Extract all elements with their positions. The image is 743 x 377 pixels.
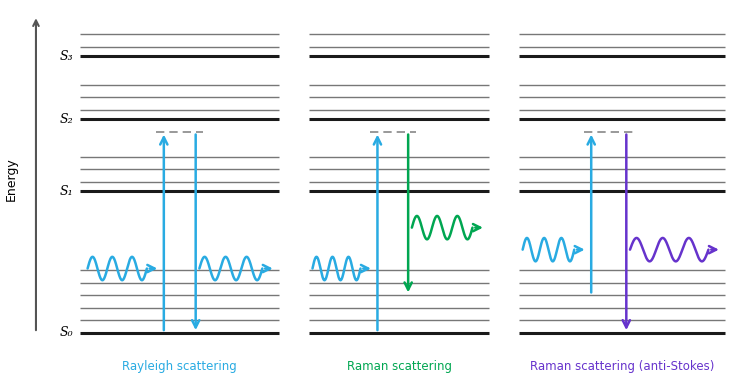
Text: Rayleigh scattering: Rayleigh scattering — [123, 360, 237, 372]
Text: S₂: S₂ — [59, 113, 73, 126]
Text: S₁: S₁ — [59, 185, 73, 198]
Text: Raman scattering (anti-Stokes): Raman scattering (anti-Stokes) — [530, 360, 714, 372]
Text: Raman scattering: Raman scattering — [347, 360, 452, 372]
Text: Energy: Energy — [5, 157, 18, 201]
Text: S₀: S₀ — [59, 326, 73, 340]
Text: S₃: S₃ — [59, 50, 73, 63]
